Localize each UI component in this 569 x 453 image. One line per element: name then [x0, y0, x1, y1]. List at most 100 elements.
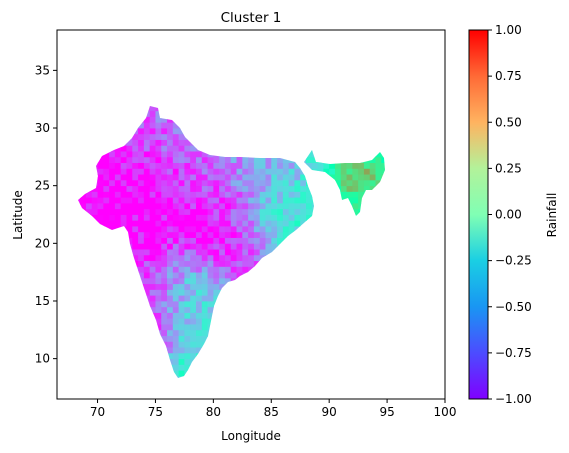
heatmap-cell	[167, 249, 174, 256]
heatmap-cell	[172, 145, 180, 152]
heatmap-cell	[172, 231, 180, 238]
heatmap-cell	[306, 156, 313, 164]
heatmap-cell	[207, 306, 214, 313]
heatmap-cell	[149, 116, 156, 123]
heatmap-cell	[161, 231, 168, 238]
heatmap-cell	[253, 237, 261, 244]
heatmap-cell	[195, 191, 203, 198]
heatmap-cell	[120, 208, 127, 215]
heatmap-cell	[178, 300, 185, 308]
heatmap-cell	[213, 237, 220, 244]
heatmap-cell	[184, 202, 191, 210]
heatmap-cell	[143, 283, 151, 290]
heatmap-cell	[161, 133, 168, 140]
heatmap-cell	[132, 243, 139, 250]
heatmap-cell	[265, 191, 272, 198]
heatmap-cell	[265, 197, 272, 204]
heatmap-cell	[155, 318, 162, 325]
heatmap-cell	[167, 220, 174, 227]
heatmap-cell	[352, 185, 359, 192]
heatmap-cell	[213, 185, 220, 192]
heatmap-cell	[103, 151, 110, 158]
heatmap-cell	[242, 249, 249, 256]
heatmap-cell	[213, 272, 220, 279]
heatmap-cell	[311, 162, 318, 169]
heatmap-cell	[352, 168, 359, 175]
heatmap-cell	[259, 191, 266, 198]
heatmap-cell	[277, 202, 284, 210]
heatmap-cell	[213, 179, 220, 187]
heatmap-cell	[126, 226, 133, 233]
heatmap-cell	[85, 191, 93, 198]
heatmap-cell	[132, 174, 139, 181]
heatmap-cell	[265, 168, 272, 175]
heatmap-cell	[224, 237, 232, 244]
heatmap-cell	[230, 208, 237, 215]
heatmap-cell	[184, 231, 191, 238]
heatmap-cell	[149, 133, 156, 140]
heatmap-cell	[300, 174, 307, 181]
heatmap-cell	[346, 168, 353, 175]
heatmap-cell	[132, 133, 139, 140]
heatmap-cell	[155, 197, 162, 204]
heatmap-cell	[224, 243, 232, 250]
heatmap-cell	[300, 214, 307, 221]
heatmap-cell	[149, 289, 156, 296]
heatmap-cell	[138, 139, 145, 146]
heatmap-cell	[184, 329, 191, 336]
heatmap-cell	[178, 220, 185, 227]
heatmap-cell	[167, 352, 174, 360]
heatmap-cell	[103, 220, 110, 227]
heatmap-cell	[167, 197, 174, 204]
heatmap-cell	[230, 179, 237, 187]
heatmap-cell	[120, 156, 127, 164]
heatmap-cell	[277, 197, 284, 204]
heatmap-cell	[340, 174, 347, 181]
heatmap-cell	[300, 191, 307, 198]
heatmap-cell	[184, 318, 191, 325]
heatmap-cell	[248, 254, 255, 262]
heatmap-cell	[172, 312, 180, 319]
heatmap-cell	[114, 197, 122, 204]
heatmap-cell	[120, 220, 127, 227]
heatmap-cell	[219, 162, 226, 169]
heatmap-cell	[381, 168, 385, 175]
heatmap-cell	[178, 179, 185, 187]
colorbar-tick-label: 0.00	[495, 208, 522, 222]
heatmap-cell	[207, 197, 214, 204]
heatmap-cell	[91, 214, 98, 221]
heatmap-cell	[207, 191, 214, 198]
heatmap-cell	[97, 220, 104, 227]
heatmap-cell	[259, 197, 266, 204]
heatmap-cell	[161, 208, 168, 215]
heatmap-cell	[300, 220, 307, 227]
heatmap-cell	[248, 243, 255, 250]
heatmap-cell	[120, 197, 127, 204]
heatmap-cell	[149, 151, 156, 158]
heatmap-cell	[184, 283, 191, 290]
heatmap-cell	[369, 156, 376, 164]
heatmap-cell	[172, 318, 180, 325]
heatmap-cell	[178, 295, 185, 302]
heatmap-cell	[201, 202, 208, 210]
heatmap-cell	[161, 168, 168, 175]
heatmap-cell	[190, 168, 197, 175]
heatmap-cell	[161, 295, 168, 302]
plot-frame	[56, 29, 446, 400]
heatmap-cell	[126, 185, 133, 192]
heatmap-cell	[230, 254, 237, 262]
heatmap-cell	[172, 254, 180, 262]
heatmap-cell	[184, 139, 191, 146]
x-axis-label: Longitude	[221, 429, 281, 443]
heatmap-cell	[294, 214, 301, 221]
heatmap-cell	[167, 162, 174, 169]
heatmap-cell	[271, 226, 278, 233]
colorbar-tick-label: 0.50	[495, 115, 522, 129]
heatmap-cell	[213, 283, 220, 290]
heatmap-cell	[248, 231, 255, 238]
heatmap-cell	[149, 162, 156, 169]
heatmap-cell	[271, 237, 278, 244]
heatmap-cell	[195, 300, 203, 308]
heatmap-cell	[271, 156, 278, 164]
heatmap-cell	[265, 162, 272, 169]
